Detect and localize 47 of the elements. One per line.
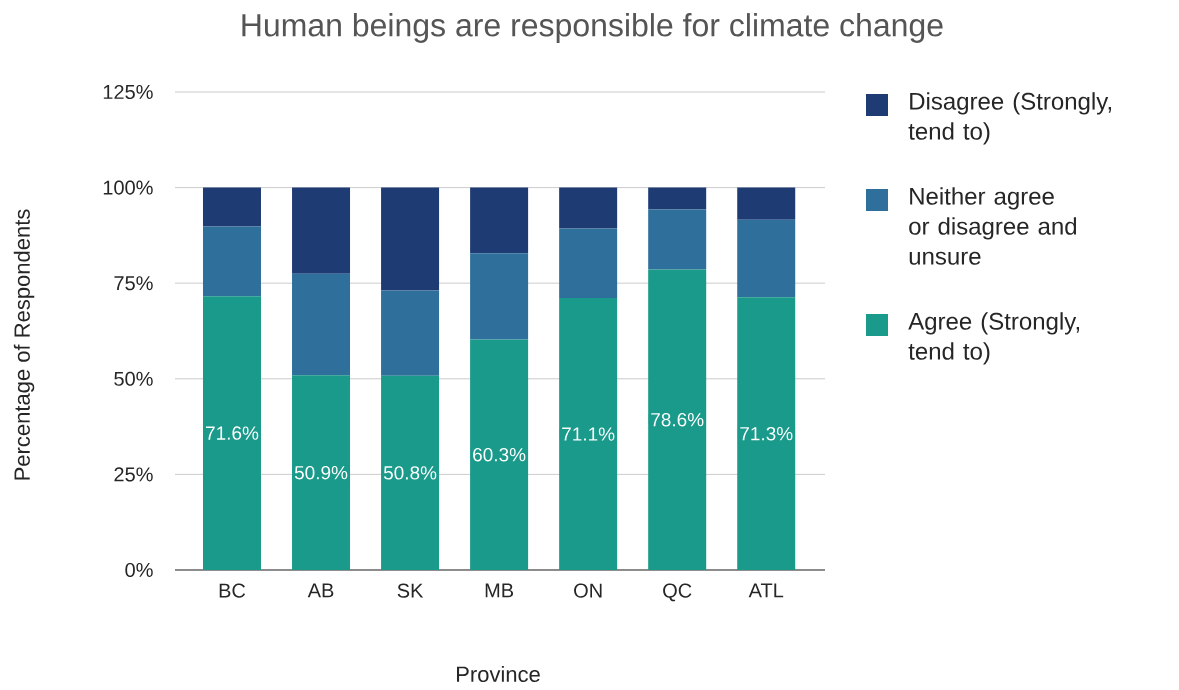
bar (470, 187, 529, 254)
y-tick-label: 125% (103, 84, 153, 100)
legend-label: Neither agree or disagree and unsure (909, 187, 1077, 265)
bar (470, 253, 529, 340)
x-tick-label: ON (574, 583, 602, 598)
bar (648, 187, 707, 210)
bar (559, 187, 618, 229)
x-tick-label: ATL (748, 583, 784, 598)
data-label: 50.8% (383, 466, 437, 480)
x-tick-label: QC (663, 583, 692, 602)
data-label: 71.3% (740, 426, 793, 441)
data-label: 78.6% (651, 412, 704, 427)
data-label: 60.3% (473, 447, 526, 462)
x-tick-label: MB (485, 583, 514, 598)
y-tick-label: 25% (114, 467, 153, 482)
bar (559, 228, 618, 299)
y-tick-label: 75% (114, 276, 153, 291)
bar (292, 273, 351, 376)
x-axis-title: Province (457, 665, 540, 683)
y-axis-title: Percentage of Respondents (13, 209, 35, 480)
bar (381, 375, 440, 570)
data-label: 71.1% (562, 427, 615, 441)
bar (202, 187, 261, 227)
bar (737, 219, 796, 298)
bar (292, 375, 351, 570)
bar (737, 187, 796, 220)
bar (648, 269, 707, 570)
legend-label: Agree (Strongly, tend to) (908, 312, 1080, 365)
y-tick-label: 50% (114, 371, 153, 386)
x-tick-label: BC (219, 583, 246, 598)
chart-title: Human beings are responsible for climate change (242, 13, 943, 43)
bar (648, 209, 707, 270)
bar (381, 290, 440, 376)
data-label: 71.6% (206, 426, 259, 440)
bar (470, 339, 529, 570)
y-tick-label: 100% (103, 180, 153, 195)
x-tick-label: AB (307, 583, 334, 598)
bar (202, 296, 261, 570)
bar (559, 298, 618, 570)
data-label: 50.9% (294, 465, 348, 480)
x-tick-label: SK (397, 583, 424, 598)
bar (737, 297, 796, 570)
legend-label: Disagree (Strongly, tend to) (908, 92, 1111, 145)
y-tick-label: 0% (125, 562, 153, 578)
bar (292, 187, 351, 274)
bar (381, 187, 440, 291)
bar (202, 226, 261, 297)
